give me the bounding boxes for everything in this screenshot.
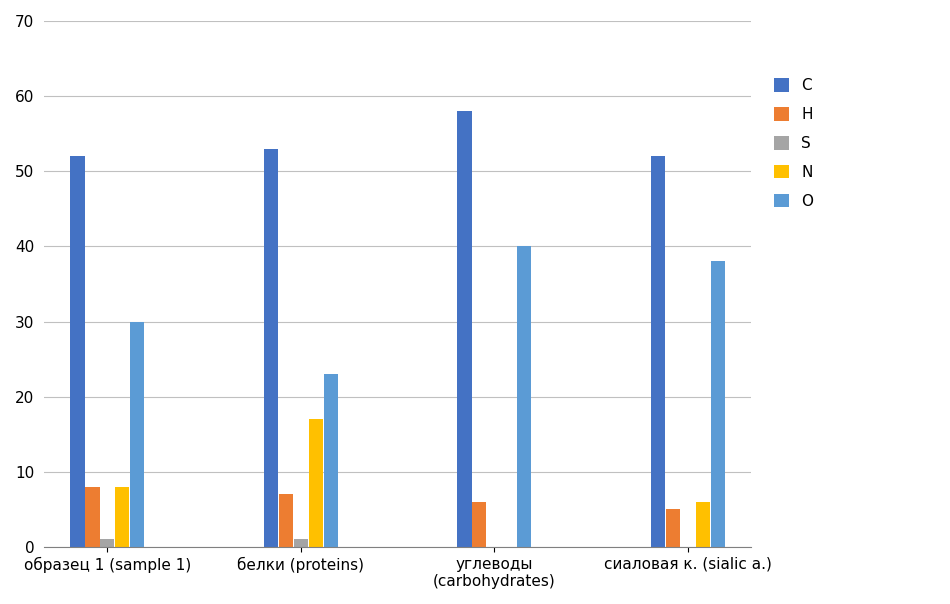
Bar <box>651 156 665 547</box>
Bar <box>458 111 471 547</box>
Bar <box>666 509 680 547</box>
Bar <box>86 487 100 547</box>
Bar <box>324 374 338 547</box>
Bar <box>472 502 486 547</box>
Bar <box>517 246 531 547</box>
Bar <box>294 539 308 547</box>
Legend: C, H, S, N, O: C, H, S, N, O <box>766 71 821 216</box>
Bar <box>264 149 278 547</box>
Bar <box>101 539 114 547</box>
Bar <box>279 494 293 547</box>
Bar <box>309 419 323 547</box>
Bar <box>711 262 725 547</box>
Bar <box>130 321 144 547</box>
Bar <box>115 487 129 547</box>
Bar <box>695 502 710 547</box>
Bar <box>70 156 85 547</box>
